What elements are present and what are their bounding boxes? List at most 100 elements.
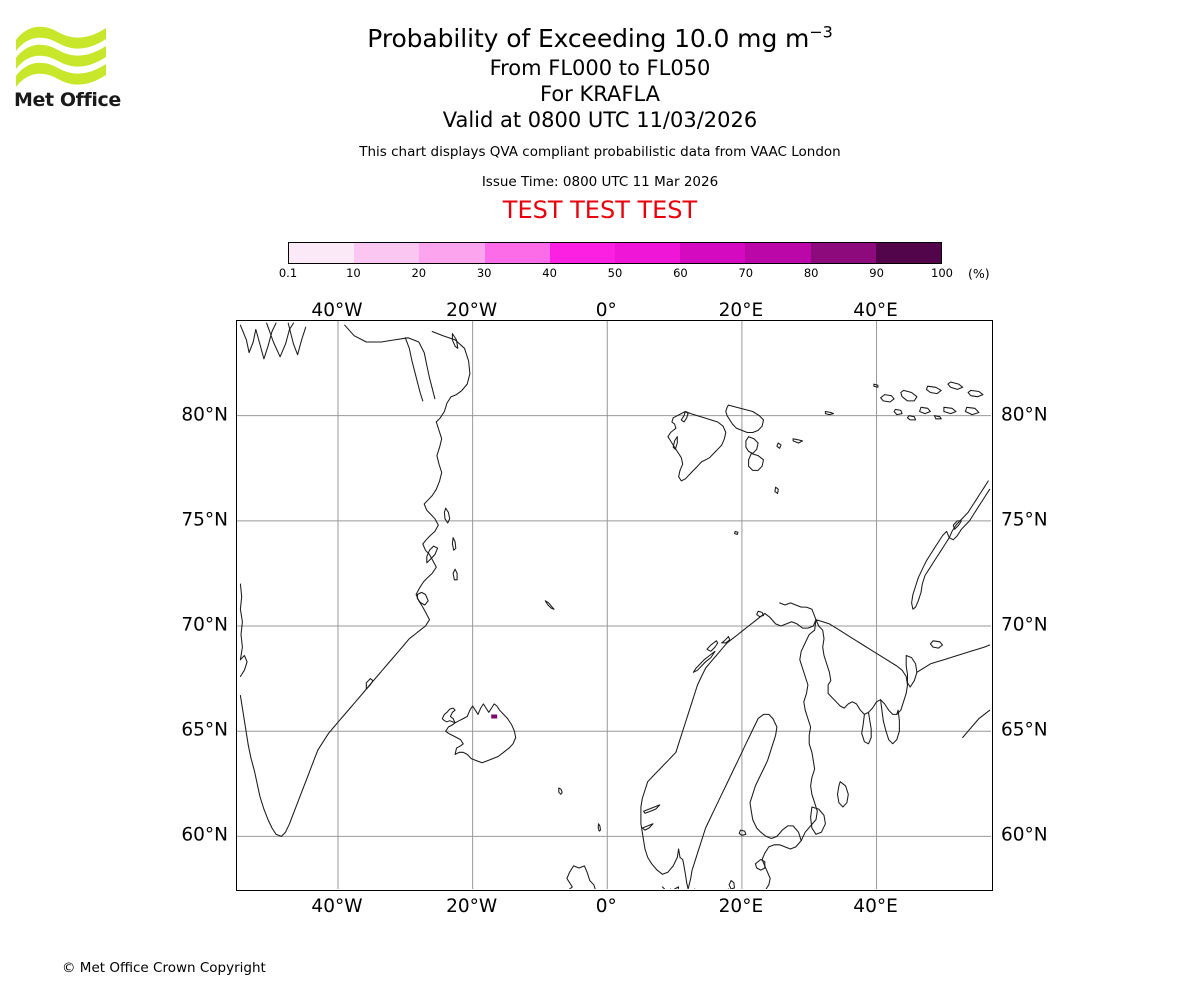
coastline-fjl-island-i (893, 408, 903, 416)
lon-label-top-0°: 0° (595, 300, 617, 321)
coastline-spitsbergen-main (667, 410, 727, 482)
coastline-russia-lake-ladoga (810, 806, 826, 835)
colorbar-segment-6 (680, 243, 746, 263)
coastline-bear-island (733, 530, 739, 536)
coastline-soroya (756, 610, 765, 618)
coastline-greenland-ne-fjord-2 (266, 322, 295, 358)
valid-time: Valid at 0800 UTC 11/03/2026 (442, 108, 758, 132)
colorbar-segment-5 (615, 243, 681, 263)
coastline-british-isles-west (566, 865, 575, 889)
lon-label-bottom-20°E: 20°E (718, 896, 764, 917)
lat-label-right-75°N: 75°N (1001, 509, 1048, 531)
coastline-fjl-island-a (900, 389, 918, 402)
coastline-norway-fjord-a (643, 804, 661, 814)
coastline-kanin-peninsula (905, 654, 918, 688)
lon-label-bottom-20°W: 20°W (446, 896, 498, 917)
coastline-shetland (597, 823, 602, 832)
colorbar-tick-50: 50 (607, 266, 623, 280)
coastline-greenland-north-inlet (404, 337, 424, 402)
coastline-greenland-ne-fjord-3 (287, 322, 307, 356)
coastline-fjl-island-e (967, 389, 984, 398)
colorbar-tick-70: 70 (738, 266, 754, 280)
coastline-fjl-island-k (873, 383, 879, 388)
lon-label-bottom-40°W: 40°W (311, 896, 363, 917)
map-plot-area[interactable] (236, 320, 993, 891)
page-title-text: Probability of Exceeding 10.0 mg m (367, 24, 810, 53)
colorbar-segment-9 (875, 243, 942, 263)
colorbar-segment-0 (289, 243, 355, 263)
coastline-greenland-ne-peninsula (431, 330, 471, 423)
probability-colorbar (288, 242, 942, 264)
coastline-kolguyev (929, 640, 944, 649)
coastline-fjl-island-h (964, 406, 980, 416)
issue-time: Issue Time: 0800 UTC 11 Mar 2026 (481, 173, 719, 190)
coastline-fjl-island-b (880, 394, 895, 403)
lat-label-left-80°N: 80°N (181, 404, 228, 426)
coastline-russia-arctic-coast (916, 644, 991, 673)
colorbar-segment-8 (810, 243, 876, 263)
coastline-vesteralen (706, 640, 719, 652)
coastline-novaya-zemlya-bay (952, 520, 962, 530)
coastline-greenland-e-island-b (451, 537, 457, 551)
coastline-fjl-island-c (925, 385, 942, 395)
coastline-bothnia-west (687, 713, 774, 889)
coastline-iceland-westfjords (441, 707, 456, 724)
colorbar-tick-0.1: 0.1 (278, 266, 298, 280)
coastline-finland-east-border (799, 619, 818, 842)
volcano-marker-krafla (491, 714, 498, 719)
lat-label-left-60°N: 60°N (181, 824, 228, 846)
coastline-greenland-w-fjord-a (239, 654, 248, 678)
coastline-fjl-island-j (906, 415, 917, 421)
coastline-aland (738, 829, 747, 836)
coastline-nordaustlandet (725, 404, 765, 434)
lat-label-right-65°N: 65°N (1001, 719, 1048, 741)
map-coastlines (239, 322, 991, 889)
colorbar-tick-40: 40 (542, 266, 557, 280)
colorbar-segments (288, 242, 942, 264)
coastline-fjl-island-d (947, 381, 964, 390)
flight-level-range: From FL000 to FL050 (489, 56, 711, 80)
coastline-white-sea-onega (861, 711, 872, 745)
coastline-greenland-e-bay (416, 591, 429, 606)
page-title: Probability of Exceeding 10.0 mg m−3 (0, 24, 1200, 58)
colorbar-segment-1 (354, 243, 420, 263)
met-office-wave-mark (16, 26, 106, 87)
volcano-source-marker (491, 714, 498, 719)
colorbar-segment-4 (549, 243, 616, 263)
coastline-norway-coast (640, 602, 817, 889)
coastline-fjl-island-f (919, 406, 931, 415)
lat-label-left-70°N: 70°N (181, 614, 228, 636)
colorbar-tick-30: 30 (476, 266, 492, 280)
coastline-estonia-islands (754, 858, 766, 871)
coastline-lofoten-a (692, 650, 716, 673)
coastline-greenland-w-coast-upper (239, 583, 243, 661)
colorbar-segment-2 (419, 243, 485, 263)
coastline-svalbard-edgeoya (748, 452, 765, 471)
coastline-svenskoya (776, 442, 782, 449)
coastline-greenland-sw-coast (239, 694, 269, 821)
coastline-fjl-island-g (943, 406, 957, 415)
coastline-denmark-jutland (661, 886, 680, 889)
map-gridlines (237, 321, 991, 889)
coastline-spitsbergen-nw-inlets (680, 410, 689, 423)
lat-label-left-65°N: 65°N (181, 719, 228, 741)
lon-label-top-20°W: 20°W (446, 300, 498, 321)
map-canvas (237, 321, 991, 889)
lat-label-right-70°N: 70°N (1001, 614, 1048, 636)
colorbar-tick-20: 20 (411, 266, 427, 280)
coastline-novaya-zemlya-south (911, 530, 950, 610)
colorbar-tick-80: 80 (803, 266, 819, 280)
lat-label-right-80°N: 80°N (1001, 404, 1048, 426)
lon-label-top-20°E: 20°E (718, 300, 764, 321)
lon-label-bottom-0°: 0° (595, 896, 617, 917)
coastline-kvitoya (824, 410, 835, 416)
copyright-notice: © Met Office Crown Copyright (62, 960, 266, 976)
coastline-iceland-main (445, 703, 517, 764)
coastline-russia-lake-onega (836, 781, 849, 808)
coastline-greenland-e-island-a (443, 507, 451, 524)
coastline-faroe-islands (558, 787, 563, 795)
chart-title-block: Probability of Exceeding 10.0 mg m−3 Fro… (0, 24, 1200, 222)
lon-label-top-40°E: 40°E (853, 300, 898, 321)
data-source-note: This chart displays QVA compliant probab… (359, 144, 841, 160)
colorbar-segment-3 (484, 243, 550, 263)
